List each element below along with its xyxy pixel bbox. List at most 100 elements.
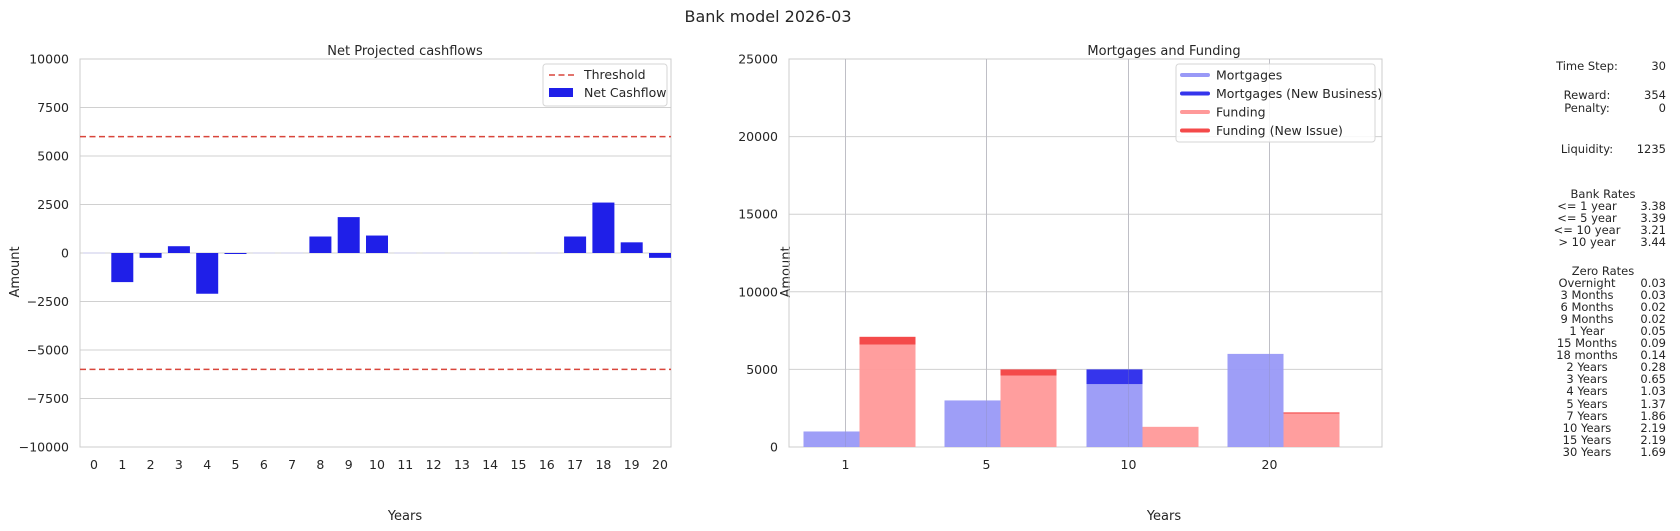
mortgages-y-tick-label: 25000 <box>738 52 778 67</box>
zero-rate-row: 4 Years 1.03 <box>1548 385 1666 398</box>
cashflow-x-tick-label: 10 <box>369 457 385 472</box>
cashflow-x-tick-label: 17 <box>567 457 583 472</box>
mortgages-y-tick-label: 20000 <box>738 129 778 144</box>
mortgages-y-tick-label: 5000 <box>746 362 778 377</box>
cashflow-x-tick-label: 0 <box>90 457 98 472</box>
cashflow-y-tick-label: −7500 <box>27 391 69 406</box>
mortgages-plot-frame <box>788 58 1383 448</box>
cashflow-y-tick-label: 2500 <box>37 197 69 212</box>
legend-label-0: Mortgages <box>1216 68 1282 83</box>
cashflow-bar <box>649 253 671 258</box>
time-step-value: 30 <box>1651 59 1666 73</box>
mortgages-x-tick-label: 10 <box>1121 457 1137 472</box>
cashflow-x-tick-label: 1 <box>118 457 126 472</box>
zero-rate-value: 1.03 <box>1640 384 1666 399</box>
cashflow-x-tick-label: 8 <box>316 457 324 472</box>
cashflow-y-tick-label: −5000 <box>27 343 69 358</box>
zero-rate-row: 5 Years 1.37 <box>1548 397 1666 411</box>
zero-rate-row: 18 months 0.14 <box>1548 349 1666 362</box>
cashflow-x-tick-label: 4 <box>203 457 211 472</box>
cashflow-bar <box>111 253 134 283</box>
mortgages-x-axis-label: Years <box>1146 509 1182 524</box>
bank-rates-title-row: Bank Rates <box>1548 188 1666 201</box>
zero-rate-row: Overnight 0.03 <box>1548 277 1666 290</box>
mortgages-x-tick-label: 5 <box>983 457 991 472</box>
zero-rate-value: 0.02 <box>1640 312 1666 327</box>
bank-rate-value: 3.38 <box>1640 199 1666 213</box>
funding-bar <box>1000 375 1057 447</box>
bank-rate-value: 3.21 <box>1640 223 1666 238</box>
bank-rate-label: <= 10 year <box>1553 223 1621 238</box>
mortgages-y-tick-label: 10000 <box>738 284 778 299</box>
cashflow-y-tick-label: −2500 <box>27 294 69 309</box>
zero-rate-label: 15 Months <box>1556 336 1618 351</box>
bank-rate-value: 3.44 <box>1640 235 1666 250</box>
zero-rate-value: 2.19 <box>1640 420 1666 435</box>
funding-new-issue-bar <box>1283 412 1340 414</box>
liquidity-label: Liquidity: <box>1560 142 1614 156</box>
cashflow-chart-title: Net Projected cashflows <box>327 44 483 59</box>
mortgages-bar <box>1086 384 1143 447</box>
figure-title: Bank model 2026-03 <box>684 7 851 26</box>
cashflow-legend: Threshold Net Cashflow <box>542 63 668 107</box>
reward-value: 354 <box>1644 88 1666 102</box>
cashflow-bar <box>309 236 332 253</box>
zero-rate-value: 0.03 <box>1640 276 1666 290</box>
zero-rate-row: 6 Months 0.02 <box>1548 301 1666 314</box>
zero-rate-value: 1.86 <box>1640 408 1666 423</box>
bank-rate-row: > 10 year 3.44 <box>1548 236 1666 249</box>
bank-rate-label: > 10 year <box>1558 235 1616 250</box>
cashflow-y-tick-label: 5000 <box>37 149 69 164</box>
zero-rate-value: 0.03 <box>1640 288 1666 303</box>
zero-rate-label: 30 Years <box>1562 444 1612 459</box>
cashflow-bar <box>139 253 162 258</box>
zero-rate-label: 10 Years <box>1562 420 1612 435</box>
cashflow-bar <box>620 242 643 253</box>
bank-rate-label: <= 5 year <box>1557 211 1617 226</box>
funding-bar <box>1283 413 1340 447</box>
cashflow-x-tick-label: 5 <box>232 457 240 472</box>
zero-rate-label: 3 Months <box>1560 288 1614 303</box>
net-cashflow-legend-label: Net Cashflow <box>584 85 666 100</box>
cashflow-x-tick-label: 12 <box>426 457 442 472</box>
cashflow-x-tick-label: 18 <box>595 457 611 472</box>
cashflow-x-tick-label: 11 <box>397 457 413 472</box>
zero-rate-row: 15 Months 0.09 <box>1548 337 1666 350</box>
funding-bar <box>859 344 916 447</box>
penalty-label: Penalty: <box>1564 101 1610 115</box>
funding-new-issue-bar <box>1000 369 1057 376</box>
legend-label-2: Funding <box>1216 105 1266 120</box>
mortgages-new-business-bar <box>1086 369 1143 385</box>
cashflow-y-axis-label: Amount <box>8 246 23 297</box>
cashflow-x-tick-label: 9 <box>345 457 353 472</box>
cashflow-x-tick-label: 14 <box>482 457 498 472</box>
cashflow-x-tick-label: 16 <box>539 457 555 472</box>
bank-rate-value: 3.39 <box>1640 211 1666 226</box>
zero-rate-row: 3 Months 0.03 <box>1548 289 1666 302</box>
threshold-legend-label: Threshold <box>583 67 646 82</box>
cashflow-bar <box>224 253 247 254</box>
zero-rate-label: 2 Years <box>1566 360 1608 375</box>
cashflow-x-tick-label: 7 <box>288 457 296 472</box>
info-panel: Time Step: 30 Reward: 354 Penalty: 0 Liq… <box>1548 57 1666 497</box>
mortgages-y-tick-label: 15000 <box>738 207 778 222</box>
zero-rate-row: 7 Years 1.86 <box>1548 408 1666 423</box>
time-step-row: Time Step: 30 <box>1548 60 1666 73</box>
zero-rate-row: 9 Months 0.02 <box>1548 313 1666 326</box>
cashflow-x-tick-label: 15 <box>511 457 527 472</box>
cashflow-x-tick-label: 3 <box>175 457 183 472</box>
zero-rate-row: 3 Years 0.65 <box>1548 373 1666 386</box>
zero-rate-value: 0.65 <box>1640 372 1666 387</box>
mortgages-legend-box <box>1175 63 1376 143</box>
zero-rates-title: Zero Rates <box>1571 264 1635 278</box>
mortgages-chart-title: Mortgages and Funding <box>1087 44 1240 59</box>
zero-rate-label: 15 Years <box>1562 432 1612 447</box>
cashflow-chart: Net Projected cashflows Years Amount −10… <box>8 44 672 524</box>
bank-rate-row: <= 5 year 3.39 <box>1548 212 1666 225</box>
bank-rate-row: <= 10 year 3.21 <box>1548 224 1666 237</box>
cashflow-bar <box>337 217 360 253</box>
mortgages-x-tick-label: 20 <box>1262 457 1278 472</box>
zero-rates-title-row: Zero Rates <box>1548 265 1666 278</box>
zero-rate-row: 30 Years 1.69 <box>1548 444 1666 459</box>
